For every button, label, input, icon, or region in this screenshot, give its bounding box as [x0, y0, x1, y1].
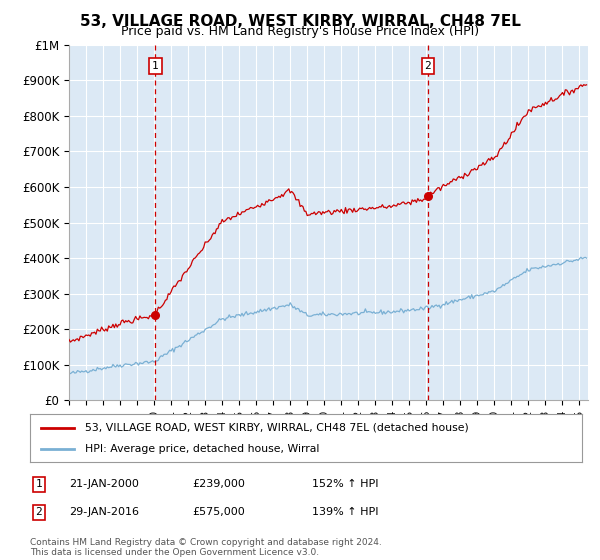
- Text: 152% ↑ HPI: 152% ↑ HPI: [312, 479, 379, 489]
- Text: 1: 1: [35, 479, 43, 489]
- Text: 21-JAN-2000: 21-JAN-2000: [69, 479, 139, 489]
- Text: £575,000: £575,000: [192, 507, 245, 517]
- Text: 2: 2: [35, 507, 43, 517]
- Text: Contains HM Land Registry data © Crown copyright and database right 2024.
This d: Contains HM Land Registry data © Crown c…: [30, 538, 382, 557]
- Text: 1: 1: [152, 61, 159, 71]
- Text: 2: 2: [424, 61, 431, 71]
- Text: 139% ↑ HPI: 139% ↑ HPI: [312, 507, 379, 517]
- Text: 53, VILLAGE ROAD, WEST KIRBY, WIRRAL, CH48 7EL: 53, VILLAGE ROAD, WEST KIRBY, WIRRAL, CH…: [80, 14, 520, 29]
- Text: HPI: Average price, detached house, Wirral: HPI: Average price, detached house, Wirr…: [85, 444, 320, 454]
- Text: Price paid vs. HM Land Registry's House Price Index (HPI): Price paid vs. HM Land Registry's House …: [121, 25, 479, 38]
- Text: 29-JAN-2016: 29-JAN-2016: [69, 507, 139, 517]
- Text: 53, VILLAGE ROAD, WEST KIRBY, WIRRAL, CH48 7EL (detached house): 53, VILLAGE ROAD, WEST KIRBY, WIRRAL, CH…: [85, 423, 469, 433]
- Text: £239,000: £239,000: [192, 479, 245, 489]
